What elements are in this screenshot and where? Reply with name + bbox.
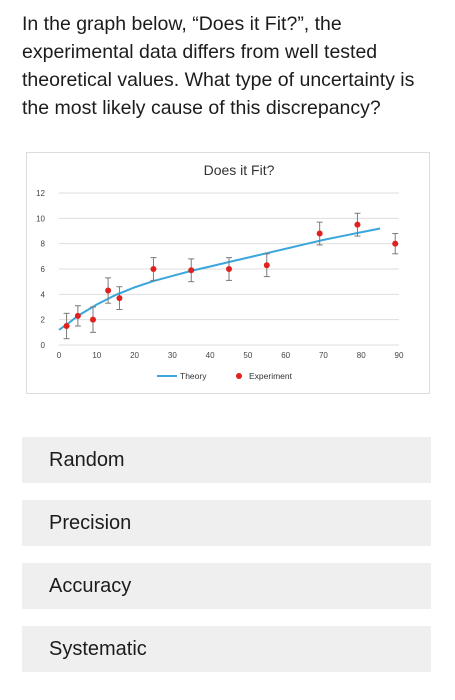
y-tick-label: 6 (41, 265, 46, 274)
x-tick-label: 50 (243, 351, 252, 360)
answer-options: Random Precision Accuracy Systematic (22, 437, 431, 689)
experiment-point (263, 262, 270, 269)
experiment-point (63, 323, 70, 329)
option-random[interactable]: Random (22, 437, 431, 483)
option-label: Accuracy (49, 574, 132, 597)
experiment-point (74, 312, 81, 319)
option-label: Random (49, 448, 125, 471)
x-tick-label: 70 (319, 351, 328, 360)
chart-container: Does it Fit? 0 2 4 6 8 10 12 0 10 20 30 40 50 60 70 80 90… (26, 152, 430, 394)
x-tick-label: 30 (168, 351, 177, 360)
experiment-point (392, 240, 399, 247)
y-tick-label: 12 (36, 189, 45, 198)
x-tick-label: 40 (206, 351, 215, 360)
experiment-point (150, 266, 157, 272)
x-tick-label: 10 (92, 351, 101, 360)
option-systematic[interactable]: Systematic (22, 626, 431, 672)
x-tick-label: 20 (130, 351, 139, 360)
experiment-point (226, 266, 232, 272)
experiment-point (188, 267, 195, 274)
legend-theory-label: Theory (180, 371, 207, 381)
experiment-point (105, 287, 112, 294)
experiment-point (354, 221, 361, 228)
y-tick-label: 8 (41, 240, 46, 249)
question-text: In the graph below, “Does it Fit?”, the … (22, 13, 415, 119)
option-precision[interactable]: Precision (22, 500, 431, 546)
option-accuracy[interactable]: Accuracy (22, 563, 431, 609)
option-label: Systematic (49, 637, 147, 660)
x-tick-label: 80 (357, 351, 366, 360)
theory-line (58, 227, 381, 331)
experiment-point (116, 295, 123, 302)
x-tick-label: 90 (395, 351, 404, 360)
legend-experiment-label: Experiment (249, 371, 293, 381)
x-tick-label: 0 (57, 351, 62, 360)
legend-experiment-swatch (236, 373, 242, 379)
y-tick-label: 0 (41, 341, 46, 350)
experiment-point (316, 230, 323, 237)
does-it-fit-chart: Does it Fit? 0 2 4 6 8 10 12 0 10 20 30 40 50 60 70 80 90… (36, 162, 404, 381)
chart-title: Does it Fit? (204, 162, 275, 178)
option-label: Precision (49, 511, 132, 534)
y-tick-label: 10 (36, 214, 45, 223)
x-tick-label: 60 (281, 351, 290, 360)
experiment-point (90, 316, 96, 323)
y-tick-label: 4 (41, 290, 46, 299)
y-tick-label: 2 (41, 316, 46, 325)
